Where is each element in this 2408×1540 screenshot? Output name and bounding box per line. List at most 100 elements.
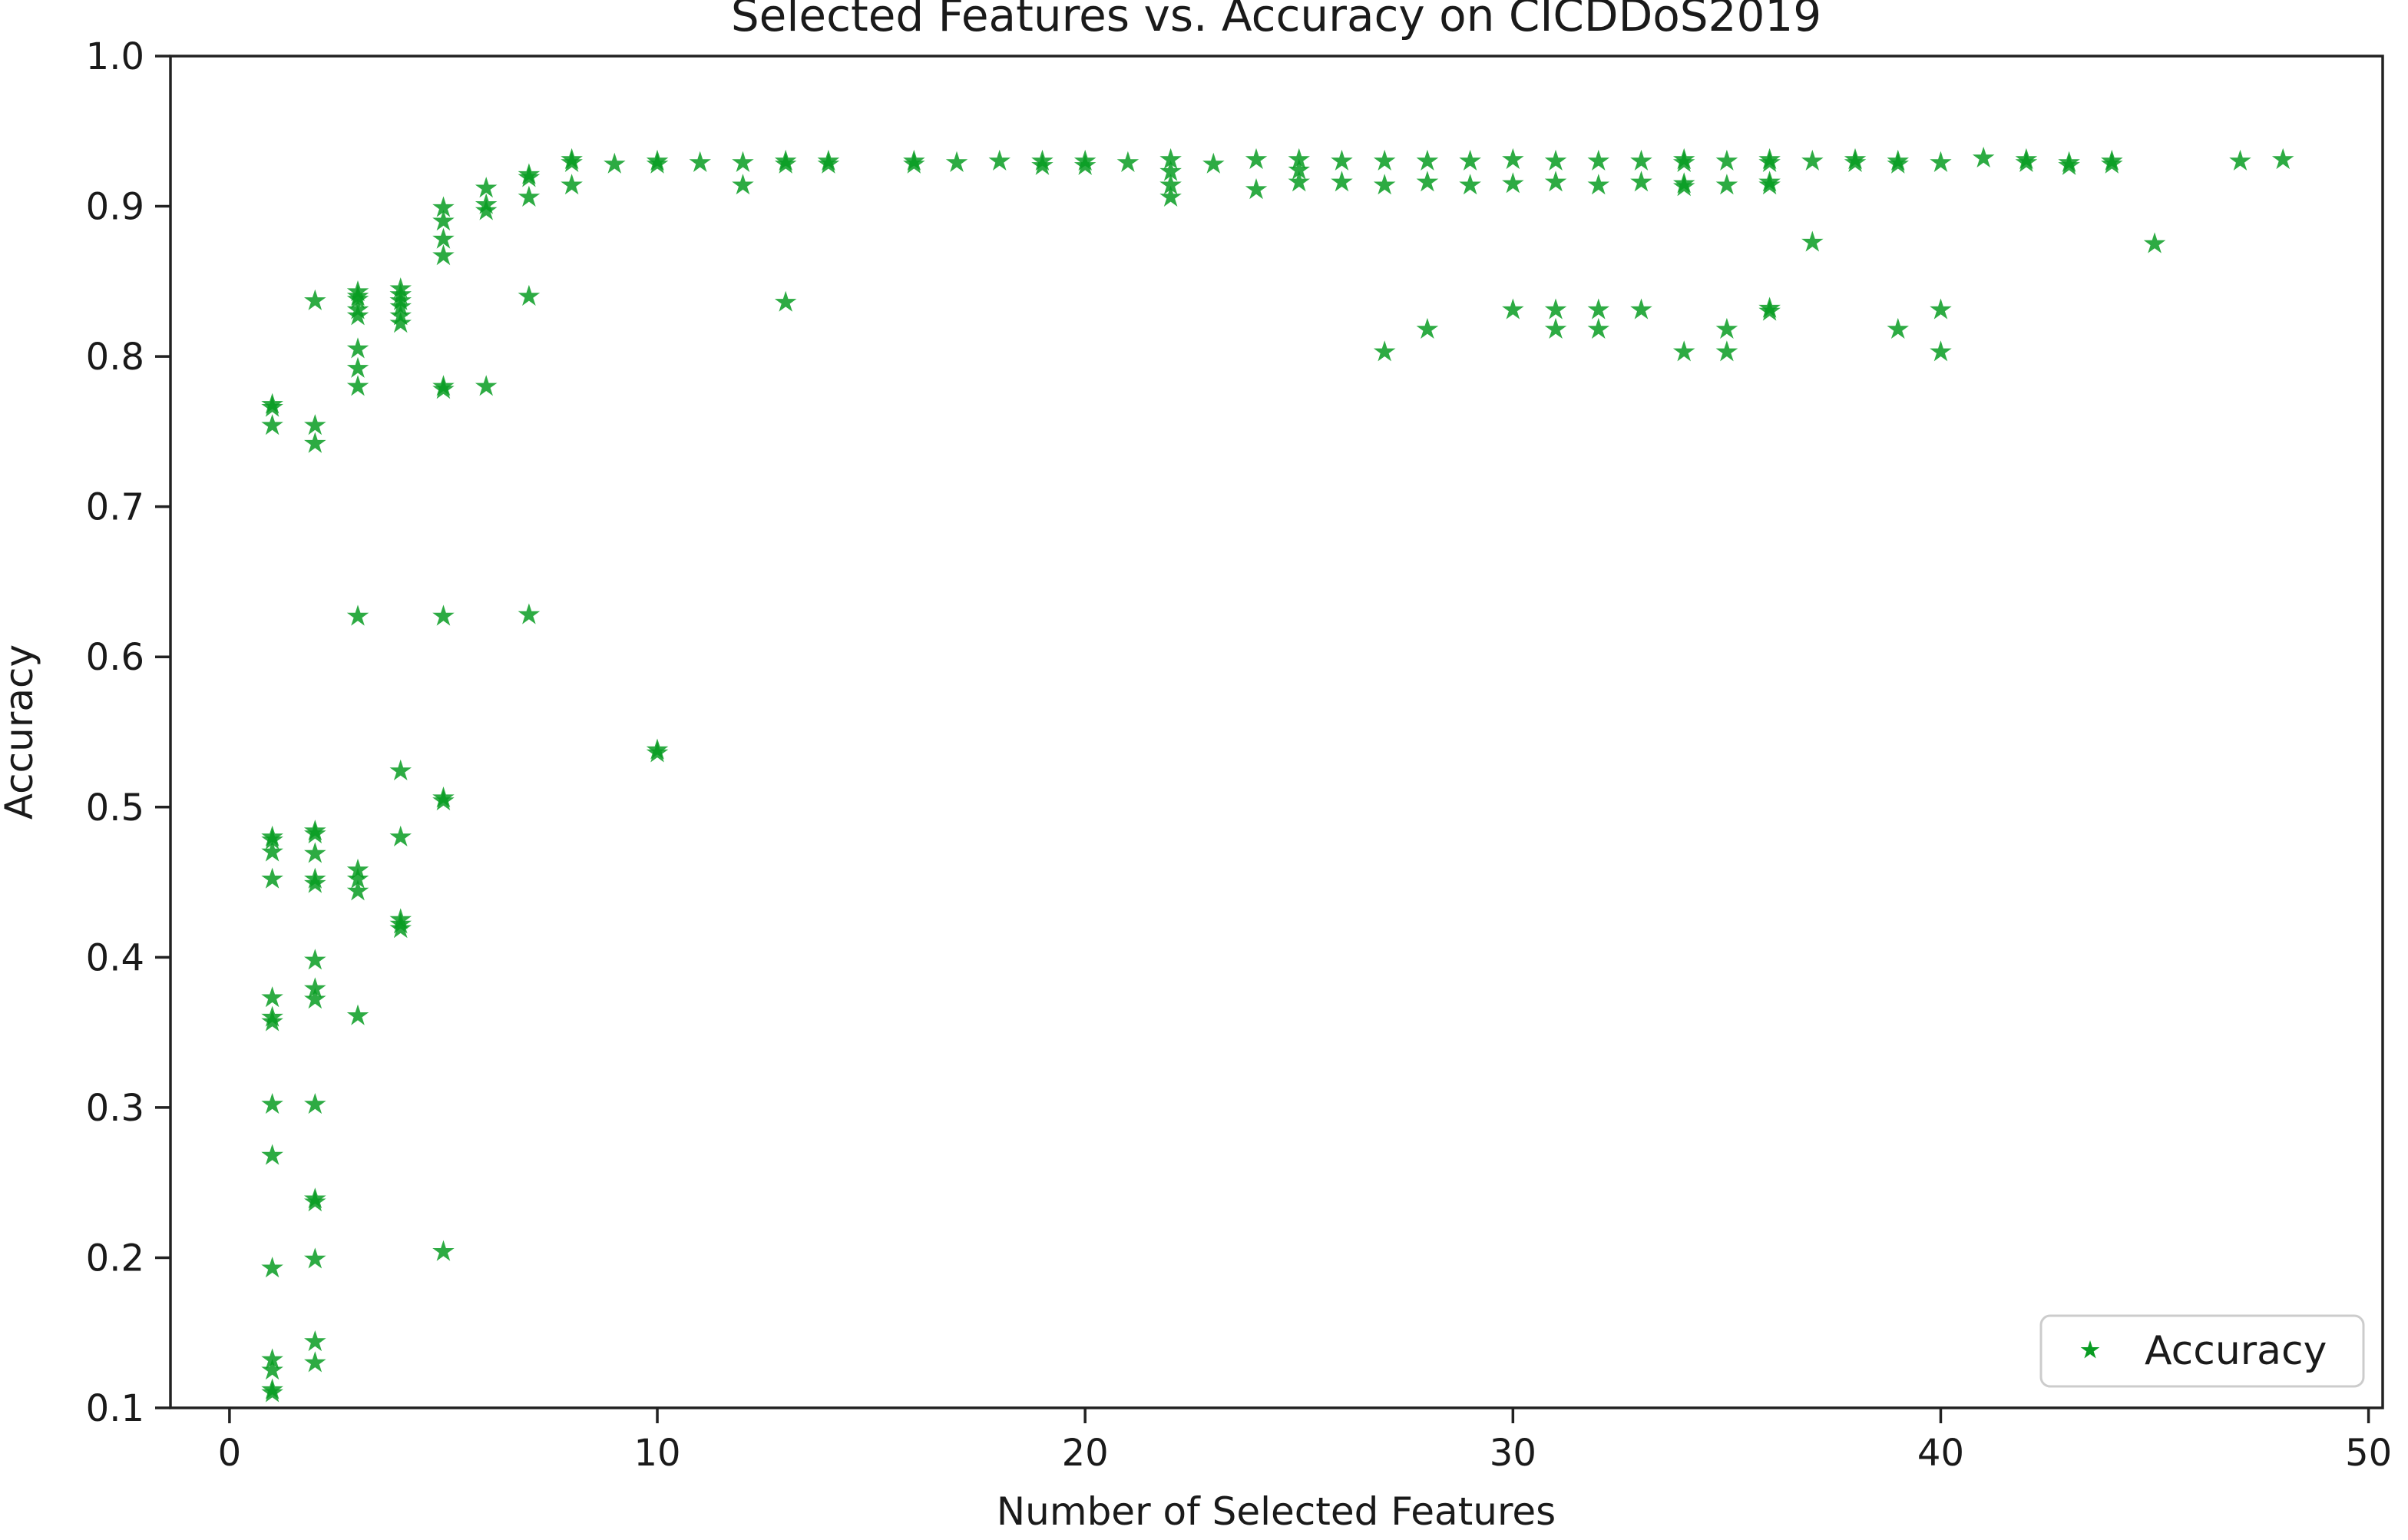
x-tick-label: 40 (1917, 1432, 1964, 1475)
data-point-star-icon (1587, 317, 1609, 339)
data-point-star-icon (1331, 171, 1353, 192)
data-point-star-icon (475, 375, 498, 396)
data-point-star-icon (1416, 171, 1439, 192)
data-point-star-icon (1758, 151, 1781, 172)
data-point-star-icon (261, 867, 283, 889)
data-point-star-icon (1416, 149, 1439, 171)
data-point-star-icon (432, 227, 455, 249)
y-tick-label: 0.7 (86, 486, 144, 529)
data-point-star-icon (389, 825, 412, 846)
data-point-star-icon (1887, 152, 1909, 174)
data-point-star-icon (1715, 317, 1738, 339)
data-point-star-icon (2143, 232, 2166, 253)
data-point-star-icon (1502, 147, 1524, 170)
data-point-star-icon (346, 337, 369, 359)
data-point-star-icon (261, 828, 283, 849)
y-tick-label: 0.4 (86, 936, 144, 979)
data-point-star-icon (1587, 174, 1609, 195)
data-point-star-icon (432, 790, 455, 811)
data-point-star-icon (475, 199, 498, 220)
data-point-star-icon (389, 312, 412, 333)
data-point-star-icon (774, 152, 797, 174)
data-point-star-icon (561, 151, 583, 172)
legend-box (2039, 1314, 2365, 1388)
data-point-star-icon (304, 289, 326, 310)
data-point-star-icon (1758, 300, 1781, 321)
data-point-star-icon (1587, 149, 1609, 171)
data-point-star-icon (1587, 298, 1609, 320)
data-point-star-icon (261, 840, 283, 862)
data-point-star-icon (304, 414, 326, 436)
data-point-star-icon (1801, 230, 1824, 252)
y-tick-label: 0.3 (86, 1087, 144, 1130)
data-point-star-icon (1159, 147, 1182, 170)
data-point-star-icon (1373, 174, 1396, 195)
data-point-star-icon (604, 152, 626, 174)
data-point-star-icon (1758, 174, 1781, 195)
data-point-star-icon (1288, 171, 1310, 192)
data-point-star-icon (346, 356, 369, 378)
data-point-star-icon (304, 1191, 326, 1212)
data-point-star-icon (1887, 317, 1909, 339)
data-point-star-icon (1544, 317, 1567, 339)
data-point-star-icon (1672, 151, 1695, 172)
x-axis-label: Number of Selected Features (997, 1489, 1556, 1534)
data-point-star-icon (346, 879, 369, 901)
data-point-star-icon (432, 196, 455, 217)
data-point-star-icon (1630, 171, 1652, 192)
axis-ticks: 0 10 20 30 40 50 0.1 0.2 0.3 0.4 0.5 0.6 0.7 0.8 0.9 1.… (86, 35, 2392, 1475)
data-point-star-icon (432, 244, 455, 266)
data-point-star-icon (261, 1093, 283, 1114)
data-point-star-icon (346, 867, 369, 889)
data-point-star-icon (432, 1240, 455, 1261)
data-point-star-icon (988, 149, 1011, 171)
data-point-star-icon (1159, 174, 1182, 195)
x-tick-label: 20 (1062, 1432, 1109, 1475)
data-point-star-icon (261, 1348, 283, 1369)
data-point-star-icon (304, 977, 326, 999)
x-tick-label: 0 (218, 1432, 242, 1475)
data-point-star-icon (1630, 298, 1652, 320)
data-point-star-icon (1972, 147, 1995, 168)
data-point-star-icon (1672, 340, 1695, 362)
data-point-star-icon (1288, 147, 1310, 170)
data-point-star-icon (261, 1381, 283, 1403)
x-tick-label: 30 (1490, 1432, 1536, 1475)
x-tick-label: 10 (633, 1432, 680, 1475)
y-tick-label: 0.1 (86, 1387, 144, 1430)
data-point-star-icon (304, 842, 326, 863)
data-point-star-icon (389, 759, 412, 780)
data-point-star-icon (689, 151, 711, 172)
star-icon (2080, 1340, 2100, 1359)
data-point-star-icon (1459, 174, 1481, 195)
data-point-star-icon (518, 284, 541, 306)
data-point-star-icon (432, 210, 455, 231)
data-point-star-icon (2015, 151, 2038, 172)
data-point-star-icon (732, 174, 754, 195)
data-point-star-icon (646, 152, 669, 174)
data-point-star-icon (1159, 185, 1182, 207)
scatter-points (261, 147, 2294, 1403)
data-point-star-icon (518, 166, 541, 187)
data-point-star-icon (304, 823, 326, 844)
axes-frame (169, 55, 2384, 1409)
data-point-star-icon (346, 304, 369, 326)
legend-label: Accuracy (2145, 1328, 2327, 1374)
data-point-star-icon (1544, 171, 1567, 192)
data-point-star-icon (2229, 149, 2251, 171)
data-point-star-icon (432, 604, 455, 626)
data-point-star-icon (261, 986, 283, 1008)
data-point-star-icon (1502, 172, 1524, 194)
data-point-star-icon (1373, 149, 1396, 171)
data-point-star-icon (304, 872, 326, 893)
data-point-star-icon (304, 1093, 326, 1114)
star-icon (2080, 1340, 2100, 1359)
data-point-star-icon (346, 1004, 369, 1025)
data-point-star-icon (1801, 149, 1824, 171)
legend: Accuracy (2039, 1314, 2365, 1388)
data-point-star-icon (346, 375, 369, 396)
data-point-star-icon (1930, 151, 1952, 172)
data-point-star-icon (304, 1330, 326, 1352)
data-point-star-icon (518, 185, 541, 207)
data-point-star-icon (261, 1010, 283, 1032)
